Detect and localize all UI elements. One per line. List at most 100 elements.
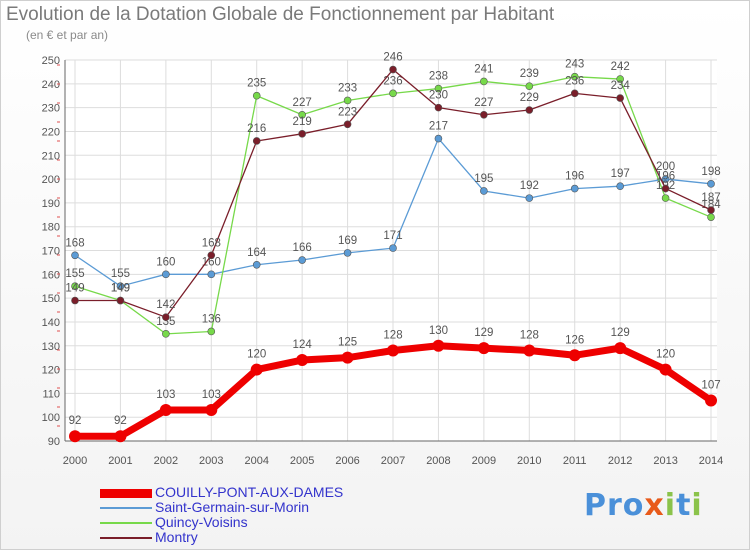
y-tick-label: 200 bbox=[42, 174, 60, 186]
data-point bbox=[114, 430, 127, 443]
x-tick-label: 2009 bbox=[472, 455, 496, 467]
data-label: 171 bbox=[383, 230, 402, 242]
data-label: 160 bbox=[156, 256, 175, 268]
data-point bbox=[252, 260, 261, 269]
data-point bbox=[162, 330, 170, 338]
data-point bbox=[707, 180, 715, 188]
legend-swatch bbox=[100, 522, 152, 524]
data-point bbox=[343, 249, 352, 257]
data-point bbox=[343, 120, 352, 129]
data-point bbox=[434, 134, 443, 143]
data-label: 200 bbox=[656, 161, 675, 173]
data-point bbox=[159, 404, 172, 417]
legend-label: Montry bbox=[155, 529, 198, 545]
data-point bbox=[296, 354, 309, 367]
legend-swatch bbox=[100, 537, 152, 539]
data-label: 246 bbox=[383, 52, 402, 64]
legend-label: Quincy-Voisins bbox=[155, 514, 248, 530]
data-label: 235 bbox=[247, 78, 266, 90]
y-tick-label: 230 bbox=[42, 103, 60, 115]
data-point bbox=[616, 182, 624, 191]
y-tick-label: 220 bbox=[42, 126, 60, 138]
data-point bbox=[343, 96, 352, 105]
data-point bbox=[387, 344, 400, 357]
data-label: 120 bbox=[247, 349, 266, 361]
data-point bbox=[71, 296, 79, 305]
data-point bbox=[298, 110, 306, 119]
data-point bbox=[250, 363, 263, 376]
data-point bbox=[389, 89, 397, 98]
data-point bbox=[116, 282, 125, 291]
data-label: 236 bbox=[565, 75, 584, 87]
y-tick-label: 170 bbox=[42, 246, 60, 258]
data-point bbox=[616, 75, 624, 83]
data-label: 120 bbox=[656, 349, 675, 361]
y-tick-label: 180 bbox=[42, 222, 60, 234]
y-tick-label: 130 bbox=[42, 341, 60, 353]
data-label: 155 bbox=[111, 268, 130, 280]
data-label: 236 bbox=[383, 75, 402, 87]
data-point bbox=[525, 106, 534, 114]
data-point bbox=[616, 94, 624, 102]
x-tick-label: 2012 bbox=[608, 455, 632, 467]
data-label: 142 bbox=[156, 299, 175, 311]
data-label: 92 bbox=[114, 415, 127, 427]
legend-label: Saint-Germain-sur-Morin bbox=[155, 499, 310, 515]
data-point bbox=[252, 91, 261, 100]
data-point bbox=[116, 296, 125, 305]
logo-letter: o bbox=[622, 488, 645, 523]
data-label: 187 bbox=[701, 192, 720, 204]
data-label: 239 bbox=[520, 68, 539, 80]
data-label: 135 bbox=[156, 316, 175, 328]
data-point bbox=[707, 206, 715, 214]
data-point bbox=[434, 103, 443, 112]
data-point bbox=[570, 72, 579, 81]
logo-letter: t bbox=[676, 488, 692, 523]
data-point bbox=[298, 256, 306, 264]
data-point bbox=[661, 184, 670, 193]
data-label: 124 bbox=[293, 339, 313, 351]
data-label: 229 bbox=[520, 92, 539, 104]
y-tick-label: 90 bbox=[48, 436, 60, 448]
data-label: 230 bbox=[429, 90, 448, 102]
data-label: 129 bbox=[611, 327, 630, 339]
data-point bbox=[614, 342, 627, 355]
data-point bbox=[570, 89, 579, 98]
data-point bbox=[661, 175, 670, 183]
data-label: 92 bbox=[69, 415, 82, 427]
data-label: 164 bbox=[247, 247, 267, 259]
data-point bbox=[69, 430, 81, 443]
data-point bbox=[659, 363, 672, 376]
x-tick-label: 2004 bbox=[244, 455, 268, 467]
y-tick-label: 110 bbox=[42, 388, 60, 400]
data-label: 125 bbox=[338, 337, 357, 349]
data-point bbox=[525, 82, 534, 90]
data-label: 227 bbox=[474, 97, 493, 109]
y-tick-label: 250 bbox=[42, 55, 60, 67]
data-label: 219 bbox=[293, 116, 312, 128]
data-point bbox=[705, 394, 718, 407]
data-label: 223 bbox=[338, 106, 357, 118]
x-tick-label: 2014 bbox=[699, 455, 723, 467]
data-label: 216 bbox=[247, 123, 266, 135]
data-point bbox=[568, 349, 581, 362]
data-point bbox=[298, 130, 306, 138]
data-label: 103 bbox=[202, 389, 221, 401]
data-point bbox=[570, 184, 579, 193]
data-label: 217 bbox=[429, 121, 448, 133]
data-point bbox=[389, 65, 397, 74]
data-point bbox=[205, 404, 218, 417]
data-label: 126 bbox=[565, 334, 584, 346]
data-label: 238 bbox=[429, 71, 448, 83]
y-tick-label: 120 bbox=[42, 365, 60, 377]
logo-letter: r bbox=[607, 488, 623, 523]
data-point bbox=[162, 270, 170, 279]
y-tick-label: 140 bbox=[42, 317, 60, 329]
data-label: 160 bbox=[202, 256, 221, 268]
data-point bbox=[162, 313, 170, 321]
data-point bbox=[71, 251, 79, 260]
x-tick-label: 2005 bbox=[290, 455, 314, 467]
x-tick-label: 2001 bbox=[108, 455, 132, 467]
data-label: 241 bbox=[474, 63, 493, 75]
data-label: 129 bbox=[474, 327, 493, 339]
